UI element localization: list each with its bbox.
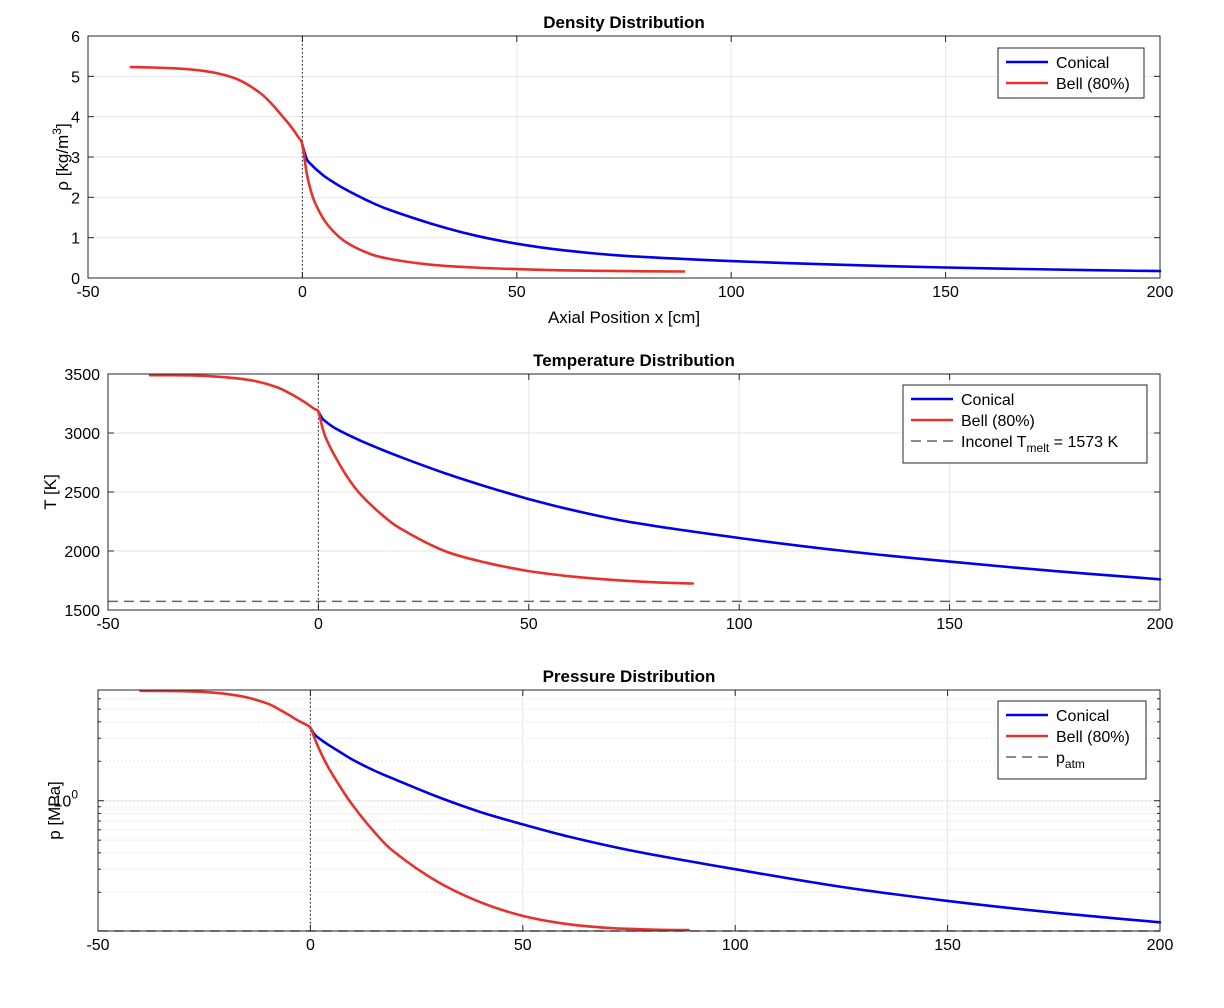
- density-y-tick-label: 3: [71, 150, 80, 167]
- temperature-y-tick-label: 3000: [64, 426, 100, 443]
- pressure-plot-area: [98, 690, 1160, 931]
- pressure-legend-label-bell: Bell (80%): [1056, 729, 1130, 746]
- density-y-tick-label: 5: [71, 69, 80, 86]
- temperature-legend-label-text: Inconel T: [961, 434, 1027, 451]
- temperature-legend-label-text: Conical: [961, 392, 1014, 409]
- density-y-tick-label: 0: [71, 271, 80, 288]
- pressure-x-tick-label: -50: [86, 937, 109, 954]
- temperature-x-tick-label: 50: [520, 616, 538, 633]
- pressure-title: Pressure Distribution: [543, 667, 716, 686]
- density-y-tick-label: 6: [71, 29, 80, 46]
- pressure-legend-label-ref: patm: [1056, 750, 1085, 771]
- pressure-y-axis-label-main: p [MPa]: [45, 781, 64, 840]
- temperature-x-tick-label: 100: [726, 616, 753, 633]
- temperature-legend-label-text: Bell (80%): [961, 413, 1035, 430]
- temperature-x-tick-label: 0: [314, 616, 323, 633]
- temperature-y-axis-label: T [K]: [41, 474, 60, 510]
- temperature-series-conical-line: [317, 410, 1162, 581]
- temperature-series-bell-line: [148, 373, 695, 585]
- temperature-ticks: [107, 373, 1161, 611]
- temperature-x-tick-label: 150: [936, 616, 963, 633]
- density-x-tick-label: 0: [298, 284, 307, 301]
- pressure-ticks: [97, 690, 1161, 931]
- temperature-x-tick-label: 200: [1147, 616, 1174, 633]
- pressure-x-tick-label: 100: [722, 937, 749, 954]
- temperature-legend-label-sub: melt: [1027, 441, 1050, 455]
- density-x-tick-label: 50: [508, 284, 526, 301]
- density-ticks: [87, 35, 1161, 279]
- density-legend: Conical Bell (80%): [997, 47, 1145, 99]
- density-x-tick-label: -50: [76, 284, 99, 301]
- density-legend-label-bell: Bell (80%): [1056, 76, 1130, 93]
- temperature-legend: Conical Bell (80%) Inconel Tmelt = 1573 K: [902, 384, 1148, 464]
- density-series-conical-line: [301, 143, 1162, 273]
- pressure-axes-frame: [97, 689, 1161, 932]
- pressure-x-tick-label: 50: [514, 937, 532, 954]
- density-y-axis-label-main: ρ [kg/m: [53, 135, 72, 191]
- density-legend-label-text: Conical: [1056, 55, 1109, 72]
- pressure-legend-label-text: Conical: [1056, 708, 1109, 725]
- temperature-legend-label-bell: Bell (80%): [961, 413, 1035, 430]
- density-title: Density Distribution: [543, 13, 705, 32]
- pressure-legend-label-text: p: [1056, 750, 1065, 767]
- density-y-tick-label: 2: [71, 190, 80, 207]
- pressure-x-tick-label: 200: [1147, 937, 1174, 954]
- temperature-y-axis-label-main: T [K]: [41, 474, 60, 510]
- pressure-y-tick-label: 100: [54, 788, 79, 811]
- temperature-chart: -50 0 50 100 150 200 1500 2000 2500 3000 3500 Tempe…: [41, 351, 1173, 633]
- pressure-y-axis-label: p [MPa]: [45, 781, 64, 840]
- pressure-series-conical-line: [309, 726, 1162, 924]
- pressure-legend-label-sub: atm: [1065, 757, 1085, 771]
- density-y-tick-label: 1: [71, 231, 80, 248]
- temperature-legend-label-ref: Inconel Tmelt = 1573 K: [961, 434, 1118, 455]
- pressure-y-tick-base: 10: [54, 794, 72, 811]
- temperature-y-tick-label: 2000: [64, 544, 100, 561]
- pressure-y-tick-exp: 0: [71, 788, 78, 802]
- density-legend-box: [997, 47, 1145, 99]
- density-legend-label-text: Bell (80%): [1056, 76, 1130, 93]
- density-x-tick-label: 200: [1147, 284, 1174, 301]
- temperature-y-tick-label: 1500: [64, 603, 100, 620]
- pressure-x-tick-label: 150: [934, 937, 961, 954]
- density-y-tick-label: 4: [71, 110, 80, 127]
- pressure-series-bell-line: [139, 689, 690, 932]
- density-x-tick-label: 150: [932, 284, 959, 301]
- density-series-bell-line: [129, 65, 686, 273]
- density-y-axis-label-tail: ]: [53, 123, 72, 128]
- temperature-x-tick-label: -50: [96, 616, 119, 633]
- density-grid: [88, 36, 1160, 278]
- pressure-legend: Conical Bell (80%) patm: [997, 700, 1147, 780]
- pressure-legend-label-conical: Conical: [1056, 708, 1109, 725]
- temperature-y-tick-label: 3500: [64, 367, 100, 384]
- density-x-tick-label: 100: [718, 284, 745, 301]
- temperature-legend-label-conical: Conical: [961, 392, 1014, 409]
- density-x-axis-label: Axial Position x [cm]: [548, 308, 700, 327]
- temperature-legend-label-tail: = 1573 K: [1049, 434, 1118, 451]
- pressure-legend-label-text: Bell (80%): [1056, 729, 1130, 746]
- density-y-axis-label: ρ [kg/m3]: [50, 123, 72, 190]
- temperature-y-tick-label: 2500: [64, 485, 100, 502]
- temperature-title: Temperature Distribution: [533, 351, 735, 370]
- pressure-x-tick-label: 0: [306, 937, 315, 954]
- density-legend-label-conical: Conical: [1056, 55, 1109, 72]
- density-y-axis-label-sup: 3: [50, 128, 64, 135]
